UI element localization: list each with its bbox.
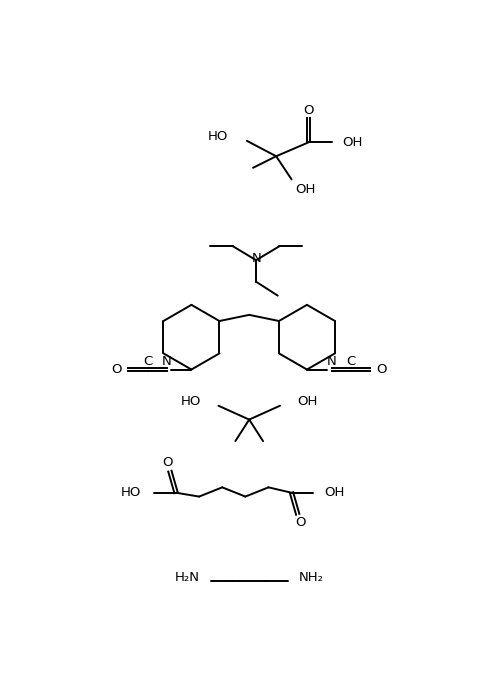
Text: NH₂: NH₂ <box>299 571 323 584</box>
Text: O: O <box>162 456 173 469</box>
Text: N: N <box>162 355 172 368</box>
Text: OH: OH <box>342 136 363 149</box>
Text: HO: HO <box>208 130 228 143</box>
Text: O: O <box>303 104 314 117</box>
Text: OH: OH <box>297 395 318 408</box>
Text: OH: OH <box>324 486 344 499</box>
Text: N: N <box>327 355 337 368</box>
Text: O: O <box>376 363 387 376</box>
Text: O: O <box>112 363 122 376</box>
Text: C: C <box>143 355 152 368</box>
Text: C: C <box>346 355 356 368</box>
Text: HO: HO <box>181 395 202 408</box>
Text: OH: OH <box>296 183 316 196</box>
Text: O: O <box>295 517 305 530</box>
Text: N: N <box>251 252 261 265</box>
Text: H₂N: H₂N <box>175 571 200 584</box>
Text: HO: HO <box>120 486 141 499</box>
